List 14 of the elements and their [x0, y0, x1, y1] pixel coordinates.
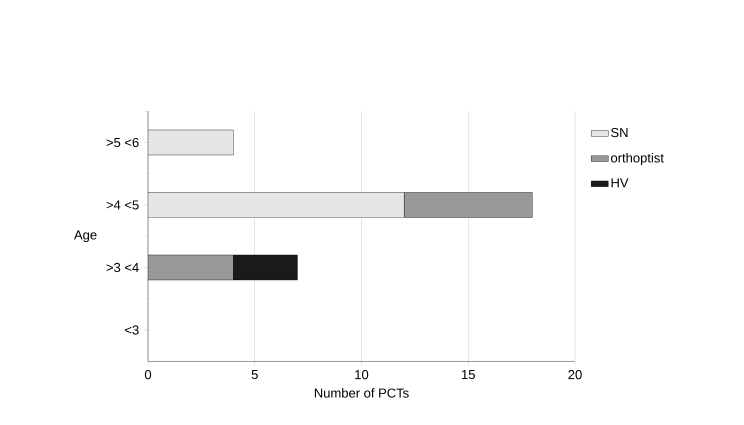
- x-tick-label: 0: [144, 370, 152, 380]
- x-tick-label: 15: [462, 370, 475, 380]
- legend-label: orthoptist: [611, 152, 664, 166]
- legend-label: SN: [611, 128, 628, 138]
- y-tick-label: >4 <5: [106, 200, 139, 210]
- legend-label: HV: [612, 178, 628, 188]
- x-tick-label: 10: [355, 370, 368, 380]
- y-axis-title: Age: [74, 230, 97, 242]
- x-tick-label: 5: [252, 370, 258, 380]
- x-axis-title: Number of PCTs: [314, 388, 409, 398]
- y-tick-label: >3 <4: [106, 262, 139, 272]
- y-tick-label: <3: [125, 325, 139, 335]
- y-tick-label: >5 <6: [106, 138, 139, 148]
- x-tick-label: 20: [568, 370, 582, 380]
